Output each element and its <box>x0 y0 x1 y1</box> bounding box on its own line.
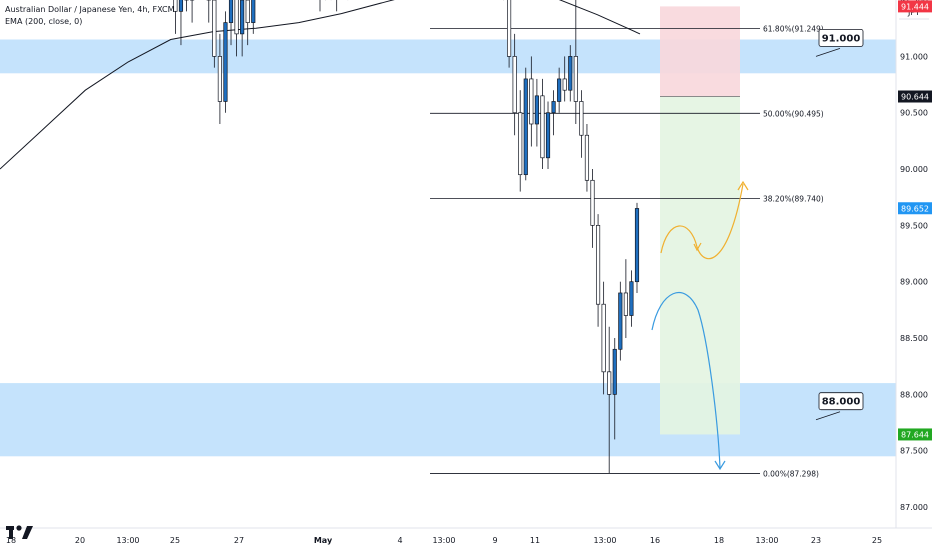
price-tick-label: 90.500 <box>900 109 928 118</box>
stop-loss-zone <box>660 6 740 97</box>
price-tag-label: 87.644 <box>901 430 929 439</box>
candle <box>217 56 222 102</box>
candle <box>579 101 584 136</box>
price-tag-label: 89.652 <box>901 204 929 213</box>
candle <box>234 0 239 35</box>
candle <box>228 0 234 23</box>
price-tag <box>898 202 932 215</box>
fib-level-label: 50.00%(90.495) <box>763 109 824 118</box>
candle <box>529 78 534 125</box>
fib-level-label: 38.20%(89.740) <box>763 194 824 203</box>
bullish-path-arrow <box>660 183 744 260</box>
price-tick-label: 91.000 <box>900 52 928 61</box>
time-tick-label: 13:00 <box>116 536 139 545</box>
currency-label: JPY <box>907 8 920 17</box>
callout-label: 88.000 <box>822 397 861 408</box>
symbol-title: Australian Dollar / Japanese Yen, 4h, FX… <box>5 5 175 14</box>
fib-level-label: 61.80%(91.249) <box>763 24 824 33</box>
price-tick-label: 87.000 <box>900 503 928 512</box>
candle <box>534 95 539 125</box>
candle <box>590 179 595 226</box>
price-tick-label: 88.000 <box>900 390 928 399</box>
time-tick-label: 13:00 <box>593 536 616 545</box>
price-tag <box>898 428 932 441</box>
callout-pointer <box>815 48 841 57</box>
callout-pointer <box>815 411 841 421</box>
time-tick-label: 16 <box>650 536 660 545</box>
time-tick-label: 4 <box>397 536 402 545</box>
callout-box <box>818 28 864 47</box>
arrowhead <box>737 180 749 191</box>
time-tick-label: 18 <box>6 536 16 545</box>
price-tag <box>898 90 932 103</box>
candle <box>612 348 617 395</box>
time-tick-label: 25 <box>170 536 180 545</box>
candle <box>607 371 612 395</box>
sr-zone <box>0 39 896 74</box>
candle <box>623 292 628 316</box>
candle <box>562 78 567 91</box>
time-tick-label: 9 <box>492 536 497 545</box>
candle <box>618 292 623 350</box>
time-tick-label: 13:00 <box>755 536 778 545</box>
arrowhead <box>714 460 726 471</box>
candle <box>518 112 523 176</box>
candle <box>523 78 528 176</box>
price-tick-label: 88.500 <box>900 334 928 343</box>
candle <box>634 208 640 283</box>
time-tick-label: 25 <box>872 536 882 545</box>
bearish-path-arrow <box>651 292 721 469</box>
time-tick-label: 23 <box>811 536 821 545</box>
candle <box>551 101 556 114</box>
candles <box>173 0 640 474</box>
indicator-legend[interactable]: EMA (200, close, 0) <box>5 17 83 26</box>
price-tag <box>898 0 932 13</box>
candle <box>540 95 545 159</box>
time-tick-label: 27 <box>234 536 244 545</box>
candle <box>545 112 551 159</box>
candle <box>212 0 217 57</box>
candle <box>568 56 573 91</box>
tradingview-logo-icon <box>6 525 33 539</box>
callout-label: 91.000 <box>822 33 861 44</box>
candle <box>573 56 578 102</box>
time-tick-label: 11 <box>530 536 540 545</box>
candle <box>601 303 606 373</box>
candle <box>251 0 256 23</box>
time-tick-label: 18 <box>714 536 724 545</box>
take-profit-zone <box>660 96 740 435</box>
price-tick-label: 89.500 <box>900 221 928 230</box>
candle <box>557 78 562 102</box>
callout-box <box>818 392 864 411</box>
candle <box>512 56 517 114</box>
sr-zone <box>0 383 896 457</box>
candle <box>584 134 590 181</box>
time-tick-label: 13:00 <box>432 536 455 545</box>
price-tick-label: 87.500 <box>900 447 928 456</box>
candle <box>223 22 228 102</box>
price-tick-label: 89.000 <box>900 278 928 287</box>
candle <box>173 0 178 12</box>
time-tick-label: 20 <box>75 536 85 545</box>
candle <box>240 0 245 35</box>
price-tick-label: 90.000 <box>900 165 928 174</box>
ema-line <box>0 0 641 170</box>
fib-level-label: 0.00%(87.298) <box>763 469 819 478</box>
price-axis <box>896 0 932 550</box>
time-tick-label: May <box>314 536 333 545</box>
candle <box>595 225 601 305</box>
price-tag-label: 91.444 <box>901 2 929 11</box>
candle <box>178 0 184 12</box>
candle <box>629 281 634 316</box>
time-axis <box>0 528 932 550</box>
candle <box>507 0 512 57</box>
price-tag-label: 90.644 <box>901 93 929 102</box>
arrowhead <box>693 242 702 252</box>
candle <box>245 0 250 23</box>
